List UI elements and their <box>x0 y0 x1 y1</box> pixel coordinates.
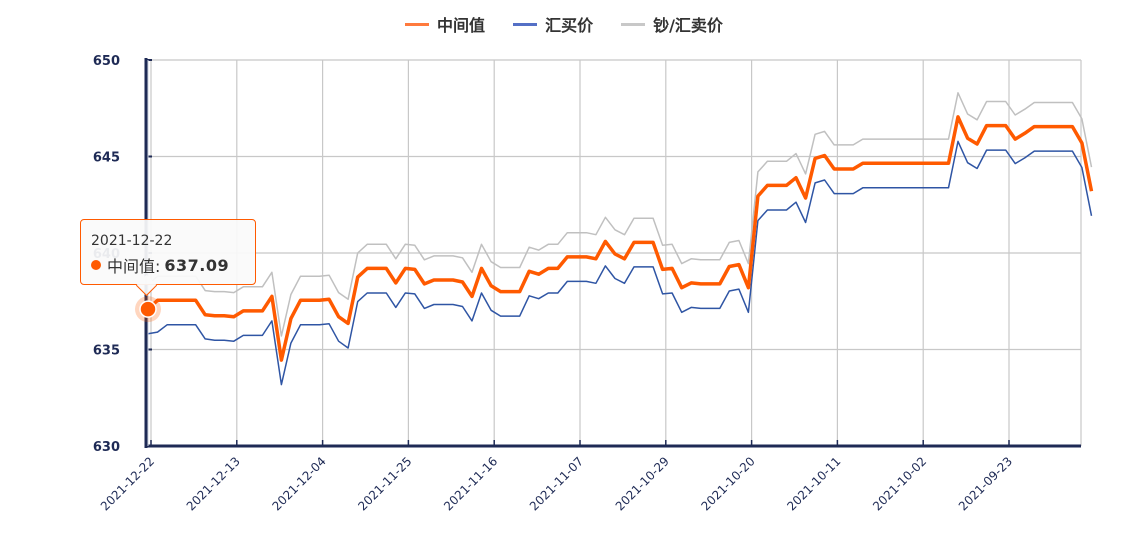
tooltip-row: 中间值: 637.09 <box>91 253 245 277</box>
svg-text:2021-10-11: 2021-10-11 <box>784 454 843 513</box>
tooltip-date: 2021-12-22 <box>91 233 173 249</box>
svg-text:2021-12-04: 2021-12-04 <box>270 454 329 513</box>
svg-text:650: 650 <box>93 54 120 69</box>
svg-text:2021-10-02: 2021-10-02 <box>870 454 929 513</box>
x-axis-labels: 2021-12-22 2021-12-13 2021-12-04 2021-11-25… <box>98 440 1015 513</box>
svg-text:635: 635 <box>93 344 120 359</box>
svg-text:2021-12-22: 2021-12-22 <box>98 454 157 513</box>
svg-text:2021-09-23: 2021-09-23 <box>956 454 1015 513</box>
svg-text:2021-11-07: 2021-11-07 <box>527 454 586 513</box>
svg-text:2021-11-16: 2021-11-16 <box>441 454 500 513</box>
svg-text:2021-10-29: 2021-10-29 <box>613 454 672 513</box>
svg-text:2021-10-20: 2021-10-20 <box>699 454 758 513</box>
legend-item-buy[interactable]: 汇买价 <box>513 12 593 36</box>
legend-item-mid[interactable]: 中间值 <box>405 12 485 36</box>
svg-text:2021-12-13: 2021-12-13 <box>184 454 243 513</box>
legend-label: 汇买价 <box>545 16 594 35</box>
tooltip: 2021-12-22 中间值: 637.09 <box>80 219 256 285</box>
line-swatch-icon <box>405 22 430 26</box>
line-swatch-icon <box>621 22 646 26</box>
line-swatch-icon <box>513 22 538 26</box>
legend-item-sell[interactable]: 钞/汇卖价 <box>621 12 723 36</box>
legend-label: 中间值 <box>437 16 486 35</box>
series-lines <box>146 92 1094 386</box>
series-dot-icon <box>91 260 101 270</box>
svg-text:645: 645 <box>93 151 120 166</box>
tooltip-value: 637.09 <box>164 255 230 275</box>
svg-text:630: 630 <box>93 440 120 455</box>
chart-legend: 中间值 汇买价 钞/汇卖价 <box>0 10 1128 38</box>
tooltip-series-label: 中间值: <box>107 257 161 276</box>
legend-label: 钞/汇卖价 <box>653 16 723 35</box>
svg-text:2021-11-25: 2021-11-25 <box>355 454 414 513</box>
